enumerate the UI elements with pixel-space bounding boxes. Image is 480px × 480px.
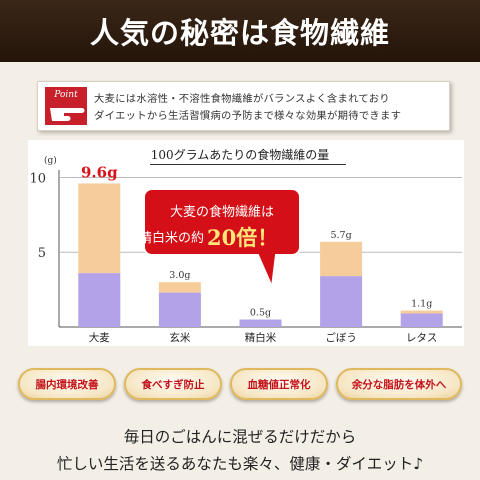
bar-upper-segment — [78, 183, 121, 274]
x-tick-label: 玄米 — [169, 331, 190, 344]
bar-upper-segment — [400, 310, 443, 314]
point-badge: Point — [53, 90, 78, 100]
x-tick-label: 大麦 — [89, 331, 110, 344]
benefit-pill-4: 余分な脂肪を体外へ — [336, 368, 462, 400]
benefit-label: 余分な脂肪を体外へ — [351, 378, 447, 391]
callout-line-2: 精白米の約 — [139, 230, 204, 246]
footer-line-2: 忙しい生活を送るあなたも楽々、健康・ダイエット♪ — [56, 455, 424, 473]
point-line-1: 大麦には水溶性・不溶性食物繊維がバランスよく含まれており — [94, 93, 390, 105]
data-label: 1.1g — [411, 299, 432, 310]
bar-lower-segment — [158, 292, 201, 327]
data-label: 3.0g — [169, 270, 190, 281]
y-tick-label: 10 — [29, 171, 46, 186]
bar-lower-segment — [320, 276, 363, 327]
page-title: 人気の秘密は食物繊維 — [89, 16, 390, 50]
y-axis-label: (g) — [44, 155, 57, 166]
x-tick-label: レタス — [406, 332, 438, 344]
x-tick-label: ごぼう — [325, 331, 357, 344]
title-banner: 人気の秘密は食物繊維 — [0, 0, 480, 62]
bar-upper-segment — [320, 241, 363, 277]
footer-line-1: 毎日のごはんに混ぜるだけだから — [123, 428, 357, 446]
x-tick-label: 精白米 — [245, 331, 277, 344]
bar-lower-segment — [400, 313, 443, 327]
benefit-label: 食べすぎ防止 — [141, 378, 205, 391]
benefit-label: 腸内環境改善 — [35, 378, 99, 391]
bar-lower-segment — [239, 319, 282, 327]
benefit-label: 血糖値正常化 — [247, 378, 311, 391]
benefit-pill-3: 血糖値正常化 — [230, 368, 328, 400]
benefit-pill-1: 腸内環境改善 — [18, 368, 116, 400]
data-label: 0.5g — [250, 308, 271, 319]
chart-title-underline — [150, 164, 346, 165]
footer-message: 毎日のごはんに混ぜるだけだから 忙しい生活を送るあなたも楽々、健康・ダイエット♪ — [0, 424, 480, 478]
point-box: Point 大麦には水溶性・不溶性食物繊維がバランスよく含まれており ダイエット… — [37, 81, 450, 131]
bar-lower-segment — [78, 273, 121, 327]
callout-line-1: 大麦の食物繊維は — [170, 204, 274, 220]
y-tick-label: 5 — [38, 246, 46, 261]
point-line-2: ダイエットから生活習慣病の予防まで様々な効果が期待できます — [94, 110, 402, 122]
chart-title: 100グラムあたりの食物繊維の量 — [150, 148, 330, 162]
data-label: 9.6g — [81, 163, 118, 181]
benefit-pill-2: 食べすぎ防止 — [124, 368, 222, 400]
point-text: 大麦には水溶性・不溶性食物繊維がバランスよく含まれており ダイエットから生活習慣… — [94, 91, 444, 125]
data-label: 5.7g — [330, 230, 351, 241]
bar-upper-segment — [158, 282, 201, 293]
pointing-hand-icon: Point — [45, 87, 87, 125]
comparison-callout: 大麦の食物繊維は 精白米の約 20倍！ — [139, 188, 301, 291]
callout-highlight: 20倍！ — [207, 225, 278, 250]
